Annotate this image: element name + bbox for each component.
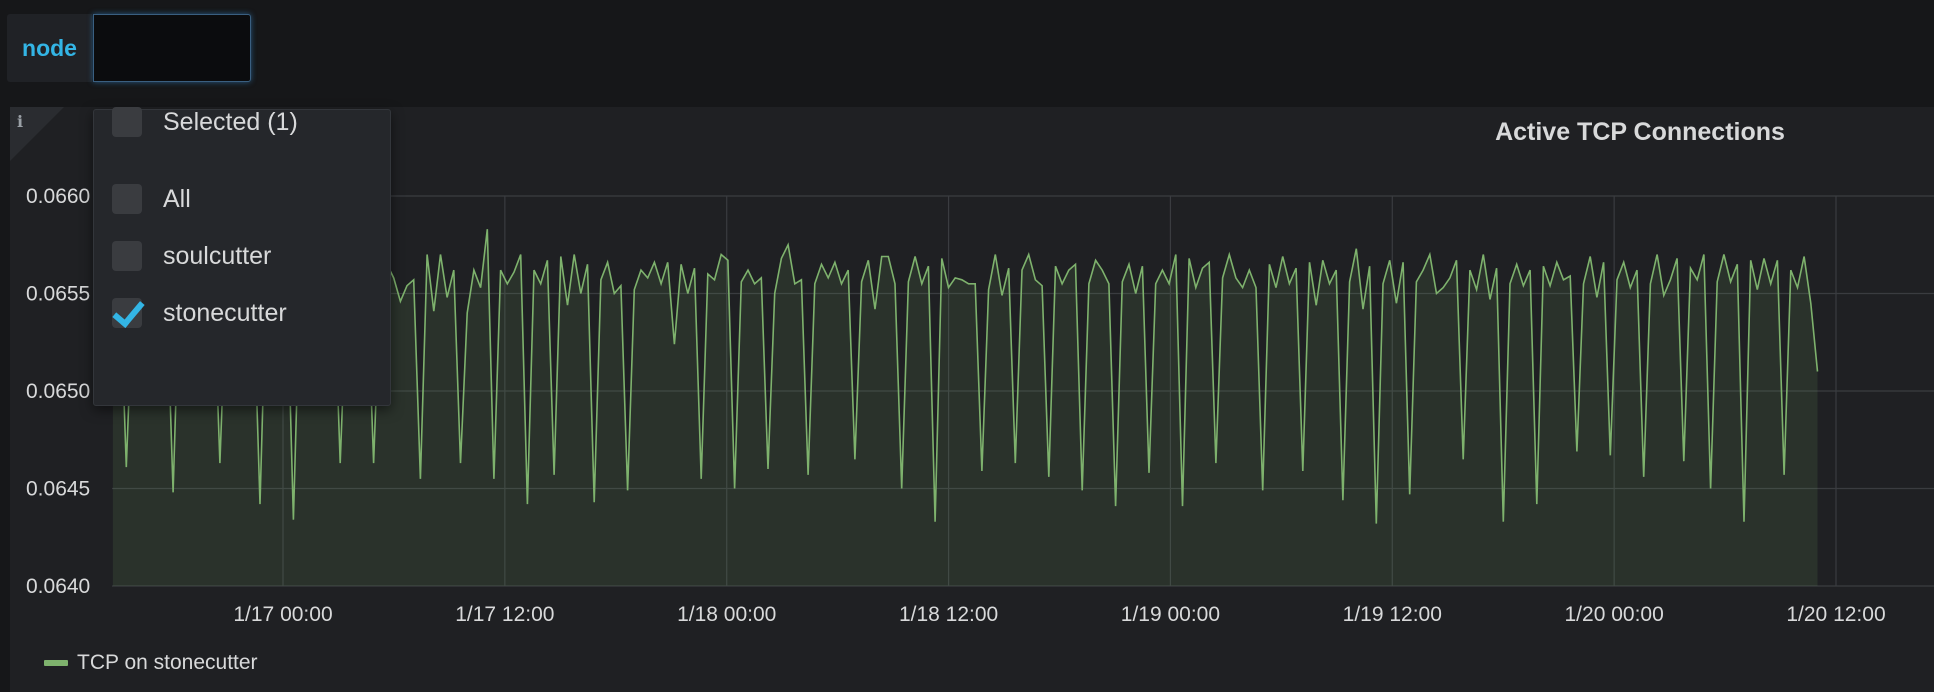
node-variable-input[interactable] — [93, 14, 251, 82]
option-all-checkbox[interactable] — [112, 184, 142, 214]
option-stonecutter-checkbox[interactable] — [112, 298, 142, 328]
panel-info-corner[interactable] — [10, 107, 64, 161]
x-tick-label: 1/19 00:00 — [1121, 603, 1220, 626]
x-tick-label: 1/18 00:00 — [677, 603, 776, 626]
selected-filter[interactable]: Selected (1) — [94, 97, 390, 147]
x-tick-label: 1/17 12:00 — [455, 603, 554, 626]
x-tick-label: 1/20 12:00 — [1786, 603, 1885, 626]
selected-label: Selected (1) — [163, 107, 298, 136]
y-tick-label: 0.0650 — [26, 380, 90, 403]
y-tick-label: 0.0645 — [26, 478, 90, 501]
y-tick-label: 0.0660 — [26, 185, 90, 208]
x-tick-label: 1/19 12:00 — [1343, 603, 1442, 626]
legend-swatch — [44, 660, 68, 666]
panel-title[interactable]: Active TCP Connections — [1495, 118, 1785, 146]
variable-bar: node — [0, 0, 1934, 105]
y-tick-label: 0.0640 — [26, 575, 90, 598]
selected-checkbox[interactable] — [112, 107, 142, 137]
info-icon[interactable]: i — [17, 112, 24, 131]
option-soulcutter-label: soulcutter — [163, 241, 272, 270]
option-soulcutter[interactable]: soulcutter — [94, 231, 390, 281]
x-tick-label: 1/18 12:00 — [899, 603, 998, 626]
series-line — [112, 229, 1819, 524]
x-tick-label: 1/20 00:00 — [1565, 603, 1664, 626]
variable-label: node — [7, 14, 92, 82]
option-stonecutter-label: stonecutter — [163, 298, 287, 327]
series-area — [112, 229, 1818, 586]
node-dropdown: Selected (1) All soulcutter stonecutter — [93, 107, 391, 406]
legend: TCP on stonecutter — [44, 651, 258, 675]
option-soulcutter-checkbox[interactable] — [112, 241, 142, 271]
option-stonecutter[interactable]: stonecutter — [94, 288, 390, 338]
x-tick-label: 1/17 00:00 — [233, 603, 332, 626]
option-all[interactable]: All — [94, 174, 390, 224]
option-all-label: All — [163, 184, 191, 213]
legend-label[interactable]: TCP on stonecutter — [77, 651, 258, 674]
y-tick-label: 0.0655 — [26, 283, 90, 306]
